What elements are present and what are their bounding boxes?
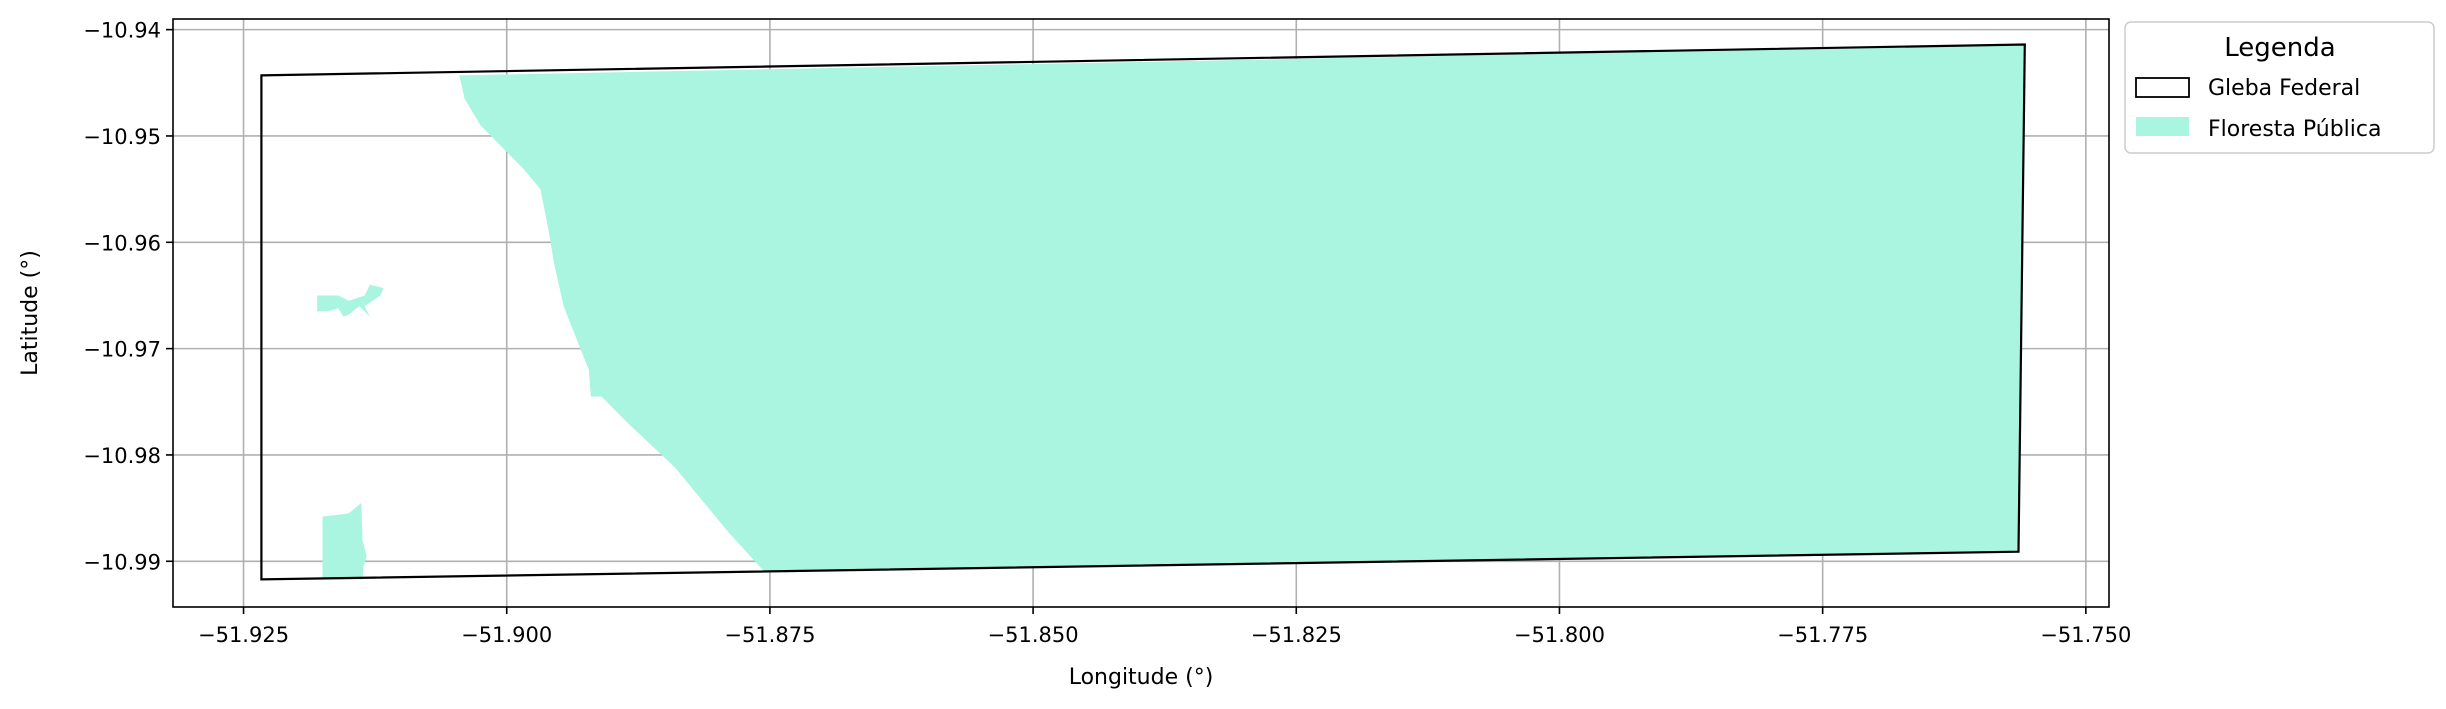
x-tick-label: −51.850 [988,623,1079,647]
y-tick-label: −10.96 [83,231,161,255]
legend-label-floresta-publica: Floresta Pública [2208,117,2381,142]
x-tick-label: −51.900 [461,623,552,647]
x-tick-label: −51.875 [724,623,815,647]
y-tick-label: −10.98 [83,444,161,468]
gleba-federal-outline [260,43,2026,581]
x-tick-label: −51.800 [1514,623,1605,647]
x-tick-label: −51.825 [1251,623,1342,647]
floresta-publica-area-3 [322,502,367,580]
x-tick-label: −51.750 [2040,623,2131,647]
y-axis-title: Latitude (°) [18,250,43,376]
axes-frame [172,18,2110,608]
legend-swatch-gleba-federal [2135,77,2190,98]
floresta-publica-area-2 [317,284,384,317]
x-tick-label: −51.925 [198,623,289,647]
y-tick-label: −10.99 [83,550,161,574]
x-axis-title: Longitude (°) [1069,665,1214,690]
y-tick-label: −10.95 [83,125,161,149]
y-tick-label: −10.97 [83,338,161,362]
legend-label-gleba-federal: Gleba Federal [2208,76,2360,101]
y-tick-label: −10.94 [83,19,161,43]
floresta-publica-area-1 [459,44,2025,572]
axis-ticks: −51.925 −51.900 −51.875 −51.850 −51.825 −51.8… [83,19,2131,647]
legend-box [2124,21,2435,154]
x-tick-label: −51.775 [1777,623,1868,647]
plot-area [260,43,2026,581]
legend-swatch-floresta-publica [2136,117,2189,136]
legend: Legenda Gleba Federal Floresta Pública [2124,21,2435,154]
legend-title: Legenda [2224,33,2335,63]
